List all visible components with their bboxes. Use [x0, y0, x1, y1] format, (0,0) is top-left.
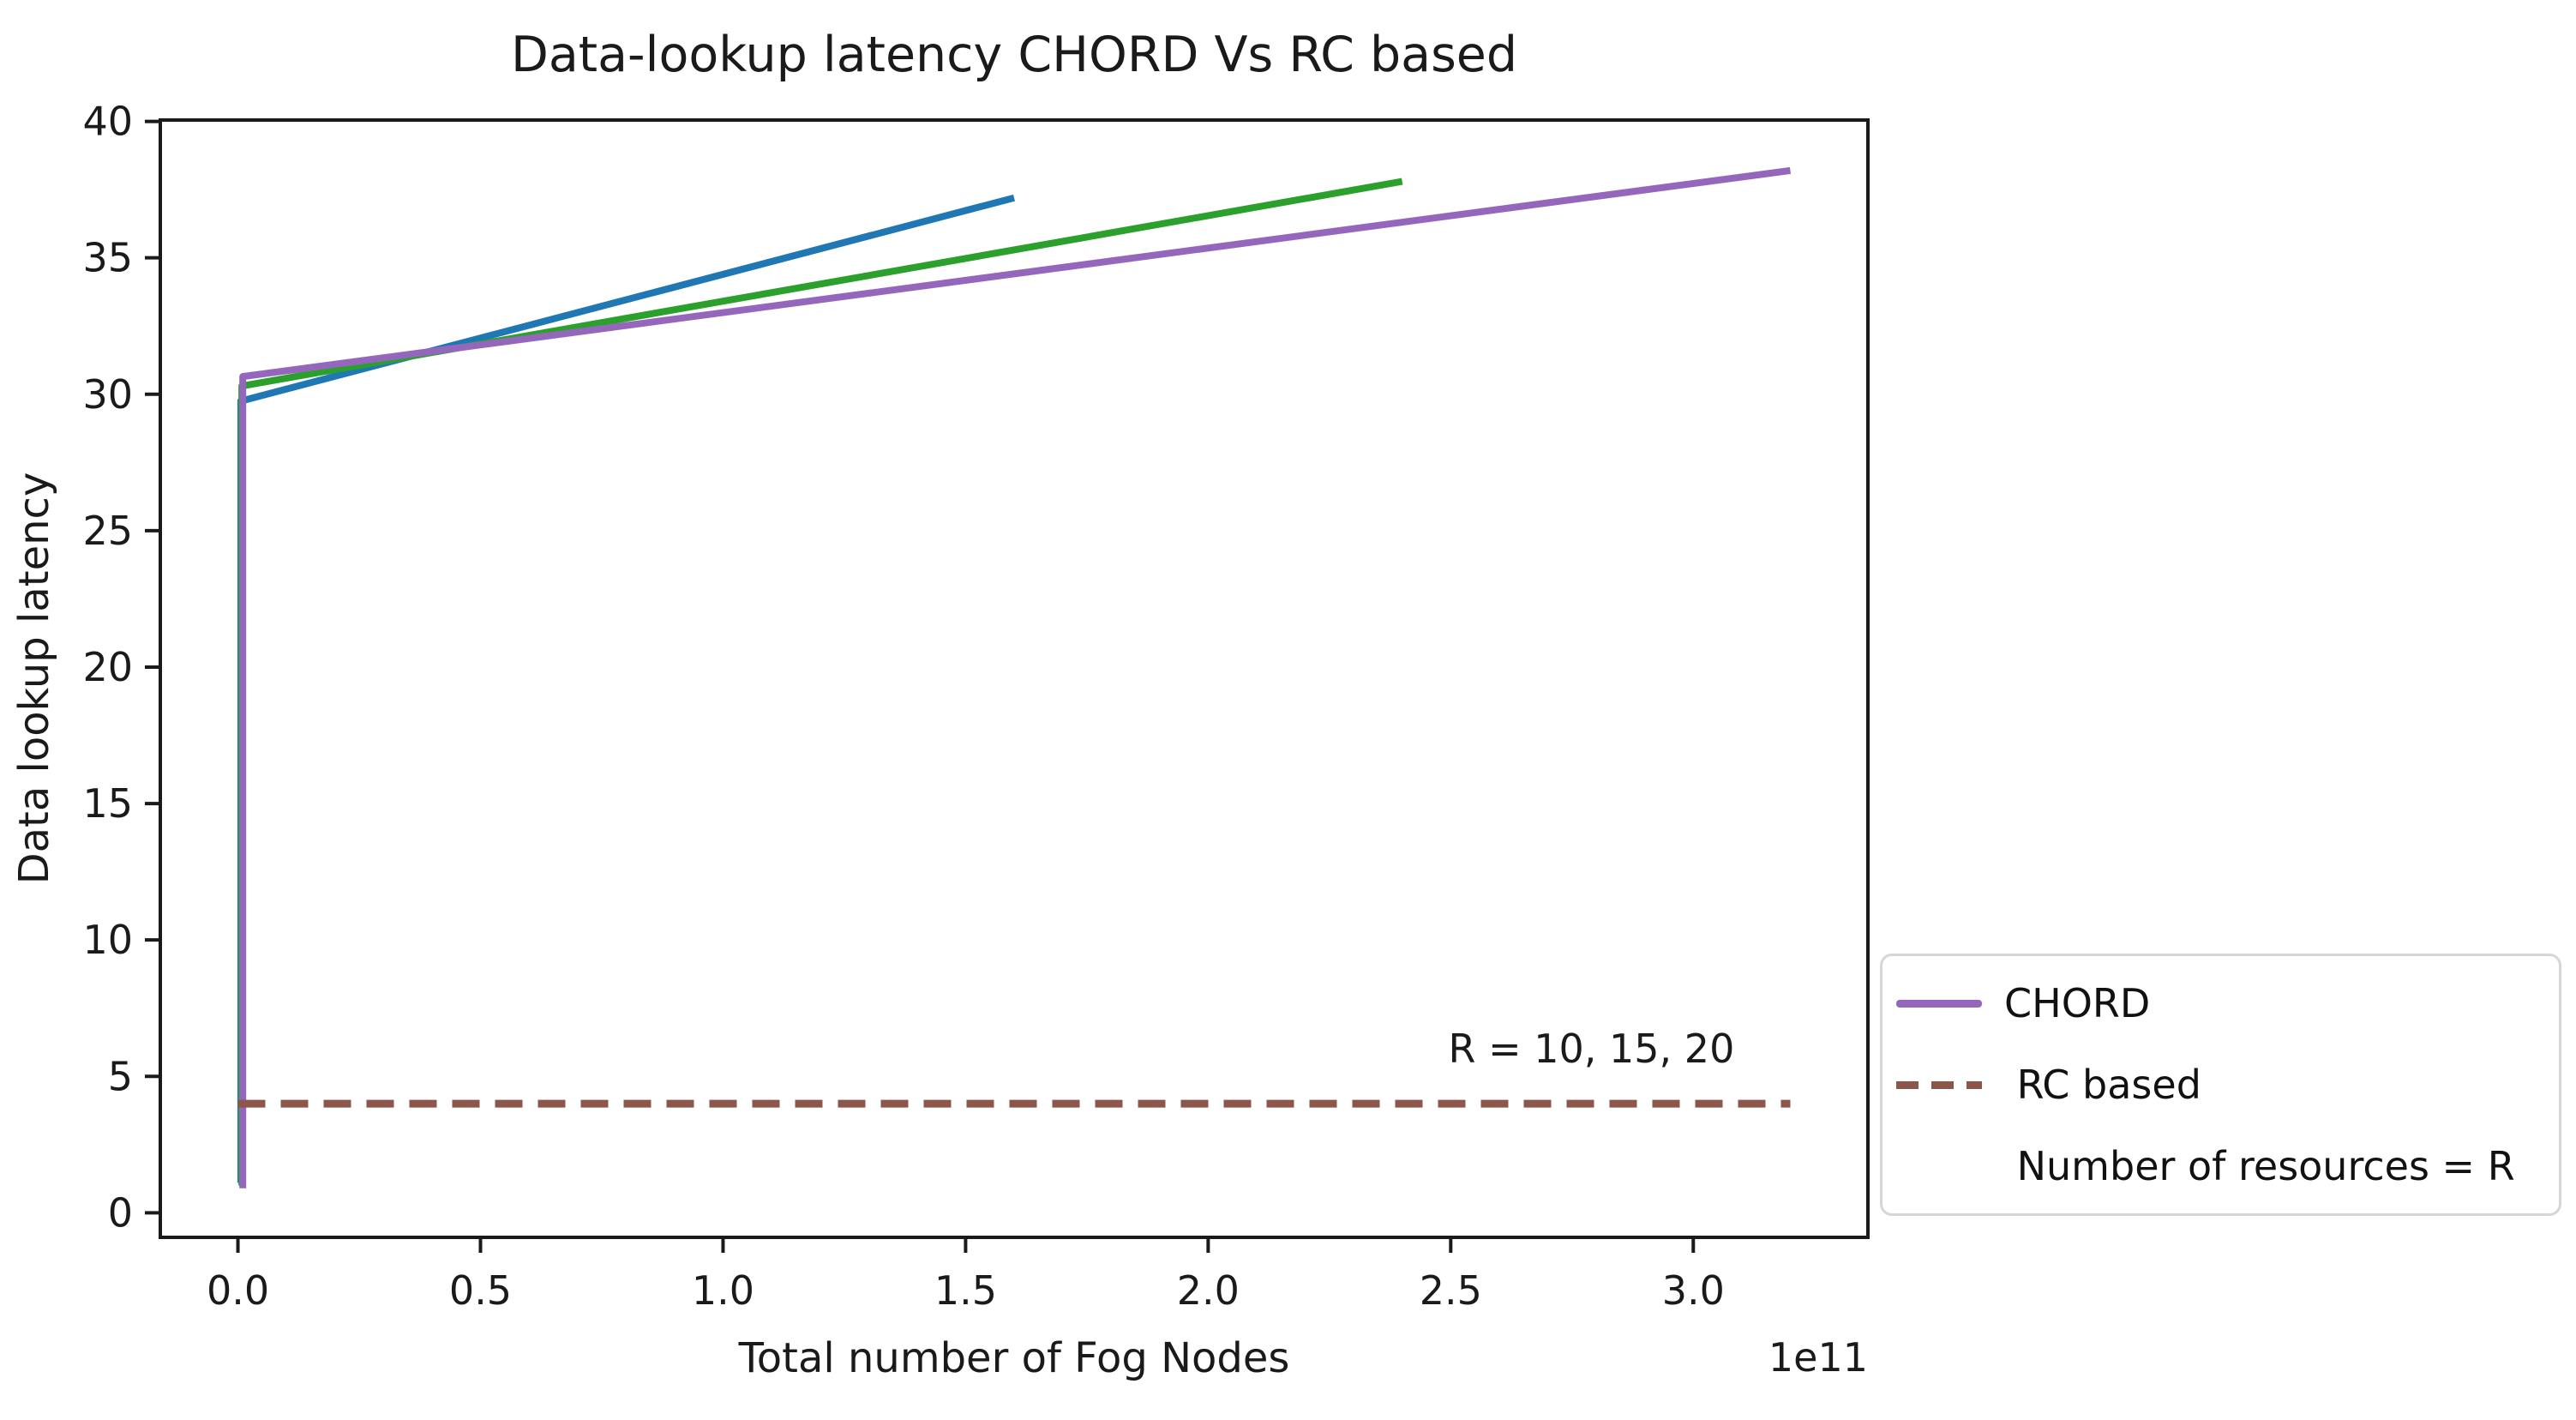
legend-label-rc-based: RC based — [2004, 1062, 2201, 1108]
legend-item-rc-based: RC based — [1882, 1044, 2559, 1126]
axes-frame — [159, 118, 1870, 1239]
legend: CHORD RC based Number of resources = R — [1880, 954, 2561, 1216]
x-tick-label: 0.5 — [449, 1267, 512, 1314]
y-tick-label: 25 — [82, 508, 133, 554]
legend-line-chord-icon — [1896, 999, 1982, 1008]
legend-item-number-of-resources: Number of resources = R — [1882, 1126, 2559, 1207]
y-tick-label: 5 — [108, 1053, 133, 1099]
y-tick-label: 30 — [82, 371, 133, 418]
x-tick-label: 3.0 — [1662, 1267, 1725, 1314]
y-tick-label: 40 — [82, 99, 133, 145]
y-axis-label: Data lookup latency — [10, 472, 58, 885]
y-tick-label: 15 — [82, 780, 133, 827]
x-tick-label: 2.0 — [1177, 1267, 1240, 1314]
x-tick-label: 2.5 — [1420, 1267, 1482, 1314]
x-tick-label: 1.5 — [934, 1267, 997, 1314]
legend-item-chord: CHORD — [1882, 963, 2559, 1044]
x-axis-offset-text: 1e11 — [1768, 1334, 1868, 1381]
y-tick-label: 10 — [82, 917, 133, 963]
y-tick-label: 35 — [82, 235, 133, 281]
legend-empty-handle — [1896, 1163, 1982, 1170]
series-line-chord-blue — [237, 194, 1016, 1183]
x-axis-label: Total number of Fog Nodes — [738, 1334, 1290, 1382]
y-tick-label: 20 — [82, 644, 133, 690]
legend-label-number-of-resources: Number of resources = R — [2004, 1143, 2515, 1189]
x-tick-label: 0.0 — [207, 1267, 269, 1314]
series-line-chord-green — [238, 178, 1403, 1186]
y-tick-label: 0 — [108, 1189, 133, 1236]
chart-title: Data-lookup latency CHORD Vs RC based — [510, 27, 1518, 83]
series-line-chord-purple — [239, 166, 1792, 1188]
legend-label-chord: CHORD — [2004, 980, 2151, 1026]
x-tick-label: 1.0 — [692, 1267, 754, 1314]
annotation-text: R = 10, 15, 20 — [1448, 1026, 1735, 1073]
legend-dashed-line-rc-based-icon — [1896, 1080, 1982, 1089]
